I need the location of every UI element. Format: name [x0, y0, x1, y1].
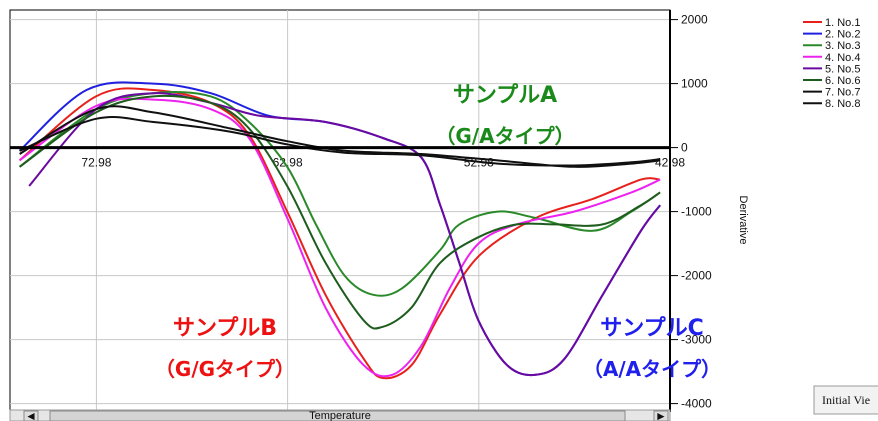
x-tick-label: 62.98 [273, 156, 303, 170]
series-lines [18, 81, 661, 380]
scroll-right-arrow-icon: ► [655, 409, 667, 421]
scroll-thumb[interactable] [49, 410, 626, 421]
series-line-6 [19, 94, 661, 330]
scroll-right-button[interactable] [653, 410, 669, 421]
annotation-sample-title: サンプルC [600, 316, 704, 341]
series-line-7 [19, 105, 661, 168]
legend-entry: 7. No.7 [825, 87, 860, 99]
y-tick-label: -4000 [681, 397, 712, 411]
scroll-left-arrow-icon: ◄ [25, 409, 37, 421]
x-tick-label: 72.98 [81, 156, 111, 170]
legend-entry: 4. No.4 [825, 52, 860, 64]
annotation-genotype: （G/Aタイプ） [435, 124, 574, 148]
x-axis-title: Temperature [309, 410, 371, 421]
x-tick-label: 42.98 [655, 156, 685, 170]
scroll-left-button[interactable] [23, 410, 39, 421]
legend-entry: 8. No.8 [825, 98, 860, 110]
legend-entry: 5. No.5 [825, 63, 860, 75]
initial-view-button[interactable]: Initial Vie [813, 385, 878, 415]
y-tick-label: -3000 [681, 333, 712, 347]
annotations: サンプルA （G/Aタイプ） サンプルB （G/Gタイプ） サンプルC （A/Aタイプ） [155, 83, 721, 381]
y-tick-label: 2000 [681, 13, 708, 27]
y-axis: 2000 1000 0 -1000 -2000 -3000 -4000 [670, 13, 712, 411]
annotation-sample-title: サンプルB [173, 316, 277, 341]
legend-entry: 1. No.1 [825, 17, 860, 29]
plot-frame [9, 9, 671, 411]
series-line-3 [18, 91, 661, 297]
y-tick-label: 0 [681, 141, 688, 155]
legend-entry: 3. No.3 [825, 40, 860, 52]
legend: 1. No.12. No.23. No.34. No.45. No.56. No… [803, 17, 860, 110]
annotation-genotype: （G/Gタイプ） [155, 357, 295, 381]
annotation-sample-title: サンプルA [453, 83, 557, 108]
legend-entry: 6. No.6 [825, 75, 860, 87]
y-tick-label: -1000 [681, 205, 712, 219]
series-line-4 [19, 97, 661, 378]
grid [10, 10, 670, 410]
y-tick-label: 1000 [681, 77, 708, 91]
annotation-genotype: （A/Aタイプ） [583, 357, 721, 381]
initial-view-button-label: Initial Vie [822, 393, 870, 407]
series-line-8 [19, 115, 661, 167]
y-axis-title: Derivative [737, 196, 749, 245]
horizontal-scrollbar[interactable]: ◄ ► [9, 409, 671, 421]
y-tick-label: -2000 [681, 269, 712, 283]
legend-entry: 2. No.2 [825, 29, 860, 41]
